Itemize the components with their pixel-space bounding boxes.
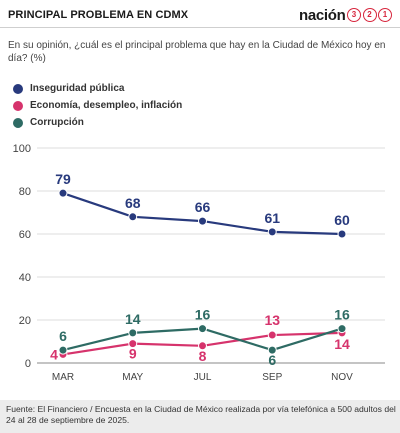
data-point-inseguridad xyxy=(58,188,68,198)
data-label-corrupcion: 16 xyxy=(334,307,350,323)
data-label-corrupcion: 14 xyxy=(125,311,141,327)
brand-logo: nación 3 2 1 xyxy=(299,6,392,24)
data-point-inseguridad xyxy=(198,216,207,226)
data-label-inseguridad: 60 xyxy=(334,212,350,228)
legend-item-economia: Economía, desempleo, inflación xyxy=(13,97,182,114)
data-point-corrupcion xyxy=(198,324,207,334)
legend-label-inseguridad: Inseguridad pública xyxy=(30,83,125,94)
y-tick-label: 60 xyxy=(19,229,31,241)
data-point-inseguridad xyxy=(267,227,277,237)
y-tick-label: 80 xyxy=(19,186,31,198)
legend-item-inseguridad: Inseguridad pública xyxy=(13,80,182,97)
brand-word: nación xyxy=(298,6,346,24)
legend: Inseguridad pública Economía, desempleo,… xyxy=(13,80,182,131)
header-divider xyxy=(0,27,400,28)
data-label-corrupcion: 6 xyxy=(268,352,276,368)
legend-dot-corrupcion xyxy=(13,117,23,128)
y-tick-label: 40 xyxy=(19,272,31,284)
data-label-economia: 13 xyxy=(264,312,280,328)
data-point-corrupcion xyxy=(128,328,138,338)
chart-title: PRINCIPAL PROBLEMA EN CDMX xyxy=(8,9,189,21)
x-tick-label: SEP xyxy=(262,372,282,383)
data-point-corrupcion xyxy=(58,345,68,355)
legend-dot-economia xyxy=(13,100,23,111)
data-label-economia: 4 xyxy=(50,346,58,362)
data-label-corrupcion: 6 xyxy=(59,328,67,344)
header: PRINCIPAL PROBLEMA EN CDMX nación 3 2 1 xyxy=(8,6,392,24)
data-label-corrupcion: 16 xyxy=(195,307,211,323)
legend-item-corrupcion: Corrupción xyxy=(13,114,182,131)
data-label-inseguridad: 79 xyxy=(55,171,71,187)
x-tick-label: MAY xyxy=(122,372,143,383)
data-point-economia xyxy=(267,330,277,340)
data-point-corrupcion xyxy=(267,345,277,355)
data-label-economia: 14 xyxy=(334,336,350,352)
brand-digit-1: 1 xyxy=(378,8,392,22)
y-tick-label: 20 xyxy=(19,315,31,327)
data-point-economia xyxy=(198,341,207,351)
data-point-economia xyxy=(128,339,138,349)
x-tick-label: MAR xyxy=(52,372,74,383)
data-label-inseguridad: 66 xyxy=(195,199,211,215)
brand-digit-3: 3 xyxy=(347,8,361,22)
data-label-inseguridad: 61 xyxy=(264,210,280,226)
y-tick-label: 0 xyxy=(25,358,31,370)
x-tick-label: NOV xyxy=(331,372,353,383)
data-label-economia: 9 xyxy=(129,346,137,362)
source-footer: Fuente: El Financiero / Encuesta en la C… xyxy=(0,400,400,433)
legend-label-economia: Economía, desempleo, inflación xyxy=(30,100,183,111)
brand-digit-2: 2 xyxy=(362,8,377,22)
data-point-inseguridad xyxy=(128,212,138,222)
source-text: Fuente: El Financiero / Encuesta en la C… xyxy=(6,404,396,425)
legend-dot-inseguridad xyxy=(13,83,23,94)
data-label-economia: 8 xyxy=(199,348,207,364)
data-point-inseguridad xyxy=(337,229,347,239)
x-tick-label: JUL xyxy=(194,372,212,383)
survey-question: En su opinión, ¿cuál es el principal pro… xyxy=(8,40,386,64)
data-label-inseguridad: 68 xyxy=(125,195,141,211)
legend-label-corrupcion: Corrupción xyxy=(30,117,84,128)
y-tick-label: 100 xyxy=(13,143,31,155)
data-point-corrupcion xyxy=(337,324,347,334)
